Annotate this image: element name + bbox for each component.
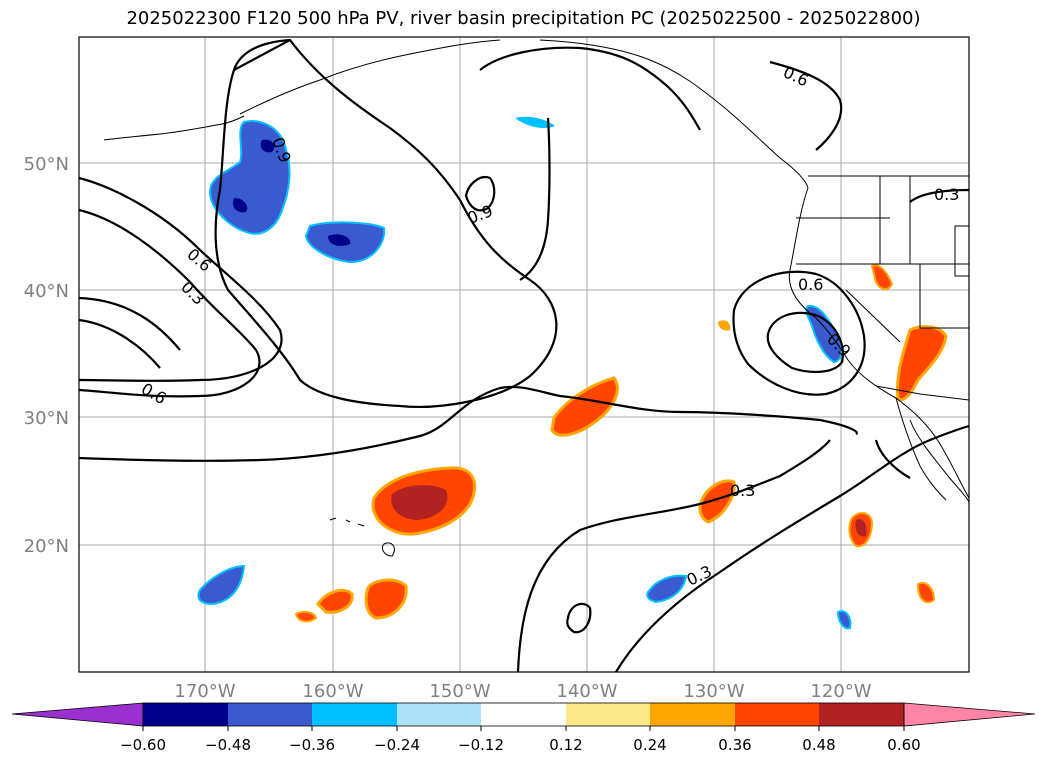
colorbar-segment xyxy=(397,703,481,726)
map-frame xyxy=(78,36,970,673)
pv-contour-0.6-ne xyxy=(769,60,843,151)
pv-contour-0.3-tail xyxy=(79,296,181,369)
precip-core-5 xyxy=(855,519,867,537)
lat-labels: 50°N 40°N 30°N 20°N xyxy=(24,154,69,557)
precip-area-northeast-subtropical xyxy=(698,479,736,524)
precip-core-1 xyxy=(260,139,275,153)
contour-label: 0.3 xyxy=(177,277,208,308)
precip-area-subtropical-east xyxy=(646,574,688,604)
precip-area-offshore-small xyxy=(718,320,731,331)
precip-negative-areas xyxy=(197,116,852,630)
colorbar-segment xyxy=(143,703,228,726)
colorbar-segment xyxy=(735,703,819,726)
lon-label-160w: 160°W xyxy=(302,681,363,702)
contour-label: 0.6 xyxy=(138,379,170,408)
colorbar-tick-label: 0.24 xyxy=(633,736,666,754)
gridlines xyxy=(79,37,969,672)
colorbar-tick-labels: −0.60 −0.48 −0.36 −0.24 −0.12 0.12 0.24 … xyxy=(120,736,921,754)
coastline-alaska xyxy=(239,39,809,189)
pv-contours xyxy=(79,38,969,672)
colorbar-tick-label: −0.36 xyxy=(289,736,335,754)
colorbar-segment xyxy=(566,703,650,726)
pv-contour-0.3-ne xyxy=(909,188,969,203)
state-borders xyxy=(796,176,969,343)
lat-label-20n: 20°N xyxy=(24,536,69,557)
pv-contour-0.3-west xyxy=(79,208,261,398)
precip-area-hawaii-small xyxy=(294,610,318,623)
precip-area-southwest xyxy=(197,564,246,606)
precip-core-2 xyxy=(232,198,248,213)
colorbar-tick-label: −0.12 xyxy=(458,736,504,754)
colorbar: −0.60 −0.48 −0.36 −0.24 −0.12 0.12 0.24 … xyxy=(11,702,1036,754)
colorbar-under xyxy=(11,702,144,727)
precip-area-nevada xyxy=(870,264,894,290)
colorbar-segment xyxy=(228,703,312,726)
colorbar-tick-label: 0.48 xyxy=(802,736,835,754)
coastline-baja xyxy=(895,397,947,501)
coastlines xyxy=(103,39,969,557)
precip-area-hawaii-west xyxy=(364,578,408,620)
pv-contour-0.9-cutoff xyxy=(766,311,844,374)
colorbar-tick-label: 0.36 xyxy=(718,736,751,754)
lat-label-40n: 40°N xyxy=(24,281,69,302)
lat-label-50n: 50°N xyxy=(24,154,69,175)
pv-contour-0.3-se xyxy=(615,424,969,672)
precip-area-mid-pacific xyxy=(550,376,619,437)
colorbar-ticks xyxy=(142,726,905,731)
border-us-mexico xyxy=(875,385,969,401)
lon-label-130w: 130°W xyxy=(683,681,744,702)
lat-label-30n: 30°N xyxy=(24,408,69,429)
pv-contour-0.6-north xyxy=(79,176,283,382)
pv-contour-0.3-south xyxy=(79,385,858,462)
colorbar-segment xyxy=(312,703,397,726)
colorbar-tick-label: −0.24 xyxy=(374,736,420,754)
precip-area-hawaii-sw xyxy=(316,588,354,614)
colorbar-over xyxy=(903,702,1036,727)
colorbar-tick-label: −0.48 xyxy=(205,736,251,754)
map-title: 2025022300 F120 500 hPa PV, river basin … xyxy=(126,8,921,29)
contour-label: 0.3 xyxy=(684,562,715,590)
pv-contour-0.3-ring xyxy=(566,602,592,634)
precip-area-california xyxy=(805,304,843,364)
lon-label-170w: 170°W xyxy=(174,681,235,702)
pv-contour-0.6-big xyxy=(214,38,558,408)
coastline-aleutians xyxy=(103,115,245,141)
coastline-gulf-california xyxy=(909,419,969,503)
precip-area-baja-small xyxy=(836,610,852,630)
lon-labels: 170°W 160°W 150°W 140°W 130°W 120°W xyxy=(174,681,871,702)
colorbar-frame xyxy=(142,702,905,727)
colorbar-tick-label: 0.12 xyxy=(549,736,582,754)
colorbar-tick-label: 0.60 xyxy=(887,736,920,754)
precip-core-3 xyxy=(328,234,351,246)
colorbar-segment xyxy=(650,703,735,726)
colorbar-segment xyxy=(819,703,904,726)
contour-label: 0.3 xyxy=(730,481,755,500)
lon-label-120w: 120°W xyxy=(810,681,871,702)
map-content: 0.9 0.6 0.3 0.6 0.6 0.3 0.9 0.6 0.9 0.3 … xyxy=(79,37,969,672)
pv-contour-0.3-subtropical xyxy=(516,439,831,672)
pv-contour-0.6-cutoff xyxy=(732,270,866,396)
pv-contour-0.3-mexico xyxy=(874,439,911,479)
precip-positive-areas xyxy=(294,264,948,623)
contour-label: 0.6 xyxy=(183,245,215,276)
precip-area-southwest-us xyxy=(896,325,948,401)
contour-label: 0.3 xyxy=(934,185,959,204)
precip-area-baja-east xyxy=(916,582,936,604)
pv-contour-0.6-east xyxy=(479,46,701,281)
lon-label-150w: 150°W xyxy=(429,681,490,702)
coastline-west-coast xyxy=(788,187,969,499)
precip-core-4 xyxy=(391,485,448,520)
contour-label: 0.6 xyxy=(798,275,823,294)
hawaii-islands xyxy=(329,517,395,557)
colorbar-tick-label: −0.60 xyxy=(120,736,166,754)
colorbar-segment xyxy=(481,703,566,726)
lon-label-140w: 140°W xyxy=(556,681,617,702)
pv-contour-0.9-small xyxy=(464,176,496,212)
precip-area-gulf-alaska xyxy=(515,116,555,128)
